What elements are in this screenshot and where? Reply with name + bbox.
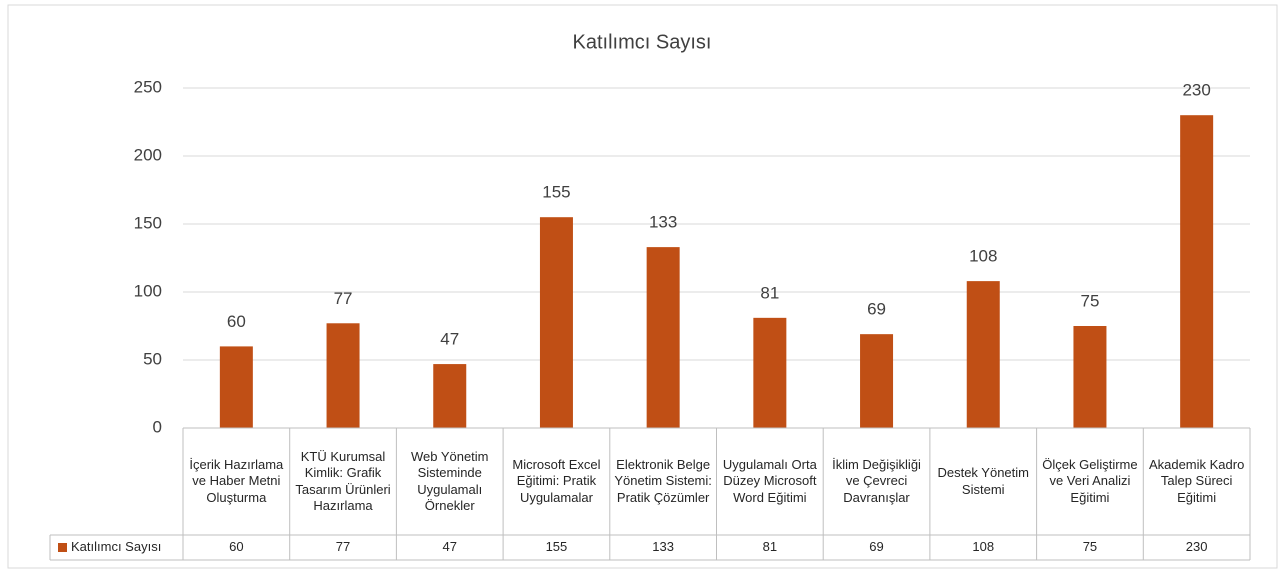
y-tick-label: 200 [134,145,162,164]
category-label: KTÜ Kurumsal Kimlik: Grafik Tasarım Ürün… [295,449,391,513]
legend-marker [58,543,67,552]
bar [860,334,894,428]
data-label: 69 [867,300,886,319]
bar [1180,115,1214,428]
chart-title: Katılımcı Sayısı [573,31,712,53]
data-label: 77 [334,289,353,308]
data-label: 75 [1080,291,1099,310]
table-value: 155 [545,539,568,555]
data-label: 108 [969,247,997,266]
y-tick-label: 250 [134,77,162,96]
y-tick-label: 100 [134,281,162,300]
table-value: 75 [1082,539,1098,555]
bar [753,317,787,428]
category-label: Elektronik Belge Yönetim Sistemi: Pratik… [614,457,712,505]
category-label: Destek Yönetim Sistemi [937,465,1029,497]
table-value: 81 [762,539,778,555]
bar [539,217,573,428]
category-label: İklim Değişikliği ve Çevreci Davranışlar [832,457,921,505]
data-label: 133 [649,213,677,232]
legend-label: Katılımcı Sayısı [71,539,162,555]
data-label: 60 [227,312,246,331]
data-label: 81 [760,283,779,302]
bar [1073,326,1107,428]
bar [326,323,360,428]
category-label: Web Yönetim Sisteminde Uygulamalı Örnekl… [410,449,489,513]
data-label: 155 [542,183,570,202]
y-tick-label: 50 [143,349,162,368]
category-label: Akademik Kadro Talep Süreci Eğitimi [1148,457,1245,505]
table-value: 230 [1185,539,1208,555]
category-label: Ölçek Geliştirme ve Veri Analizi Eğitimi [1042,457,1138,505]
table-value: 108 [972,539,995,555]
category-label: İçerik Hazırlama ve Haber Metni Oluşturm… [189,457,284,505]
table-value: 69 [869,539,884,555]
bar [966,281,1000,428]
bar [646,247,680,428]
data-label: 47 [440,330,459,349]
data-label: 230 [1182,81,1210,100]
table-value: 77 [335,539,351,555]
chart-border [7,4,1278,569]
table-value: 133 [652,539,674,555]
category-label: Microsoft Excel Eğitimi: Pratik Uygulama… [512,457,601,505]
y-tick-label: 0 [153,417,162,436]
table-value: 60 [229,539,244,555]
bar [433,364,467,428]
table-value: 47 [442,539,457,555]
bar [219,346,253,428]
y-tick-label: 150 [134,213,162,232]
category-label: Uygulamalı Orta Düzey Microsoft Word Eği… [722,457,817,505]
